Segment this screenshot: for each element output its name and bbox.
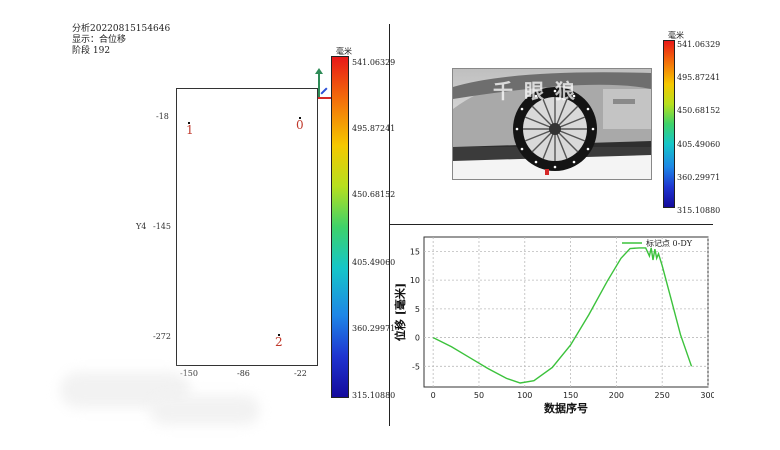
axis-gizmo [315,68,336,102]
x-tick-label: -86 [237,369,250,378]
marker-position-plot [176,88,318,366]
colorbar-tick: 450.68152 [352,190,396,199]
x-tick-label: -150 [180,369,198,378]
x-tick-label: 50 [474,391,484,400]
colorbar-right [663,40,675,208]
x-tick-label: 200 [609,391,624,400]
legend-label: 标记点 0-DY [646,238,693,248]
panel-divider-vertical [389,24,390,426]
colorbar-tick: 360.29971 [677,173,721,182]
colorbar-left [331,56,349,398]
series-line [432,247,693,384]
y-tick-label: 10 [410,276,420,285]
x-tick-label: 300 [700,391,714,400]
panel-divider-horizontal [389,224,713,225]
colorbar-tick: 405.49060 [677,140,721,149]
x-tick-label: 0 [431,391,436,400]
colorbar-tick: 315.10880 [677,206,721,215]
marker-label: 1 [186,123,194,137]
y-tick-label: -272 [153,332,171,341]
colorbar-unit: 毫米 [668,31,684,40]
colorbar-unit: 毫米 [336,47,352,56]
camera-image[interactable]: 千 眼 狼 [452,68,652,180]
y-tick-label: 0 [415,334,420,343]
x-tick-label: -22 [294,369,307,378]
wheel-photo-icon [453,72,651,179]
colorbar-tick: 360.29971 [352,324,396,333]
y-tick-label: -18 [156,112,169,121]
stage-label: 阶段 192 [72,46,111,56]
analysis-id: 分析20220815154646 [72,24,171,34]
displacement-chart: 0 50 100 150 200 250 300 -5 0 5 10 15 数据序号 位移 [毫米] 标记点… [393,236,714,415]
y-axis-label: Y4 [136,222,147,231]
marker-point-1[interactable]: 1 [186,122,194,136]
colorbar-tick: 541.06329 [352,58,396,67]
x-tick-label: 100 [517,391,532,400]
colorbar-tick: 541.06329 [677,40,721,49]
marker-label: 0 [296,118,304,132]
display-mode: 显示：合位移 [72,35,127,45]
y-tick-label: 15 [410,247,420,256]
colorbar-tick: 450.68152 [677,106,721,115]
x-tick-label: 150 [563,391,578,400]
marker-point-0[interactable]: 0 [296,117,304,131]
plot-frame [423,236,709,388]
y-axis-label: 位移 [毫米] [393,283,407,341]
blur-artifact [150,395,260,425]
colorbar-tick: 495.87241 [677,73,721,82]
y-tick-label: -145 [153,222,171,231]
y-tick-label: -5 [412,362,420,371]
watermark-logo: 千 眼 狼 [493,79,577,103]
y-tick-label: 5 [415,305,420,314]
analysis-info: 分析20220815154646 显示：合位移 阶段 192 [72,24,170,57]
colorbar-tick: 405.49060 [352,258,396,267]
x-axis-label: 数据序号 [544,401,588,415]
colorbar-tick: 315.10880 [352,391,396,400]
marker-label: 2 [275,335,283,349]
x-tick-label: 250 [655,391,670,400]
marker-point-2[interactable]: 2 [275,334,283,348]
colorbar-tick: 495.87241 [352,124,396,133]
